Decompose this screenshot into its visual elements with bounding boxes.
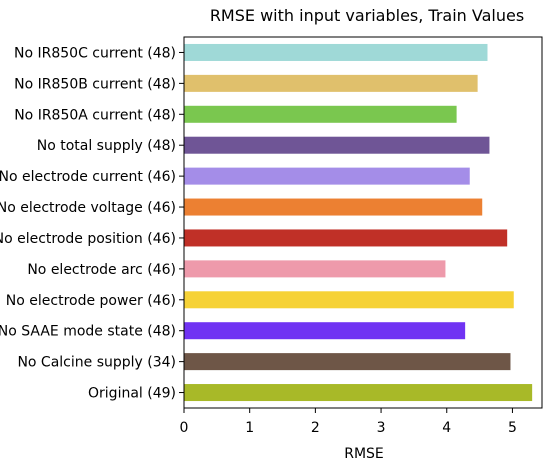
x-tick-label: 0 — [180, 420, 189, 436]
category-label: No total supply (48) — [37, 138, 176, 154]
plot-frame — [183, 36, 543, 409]
category-label: Original (49) — [88, 386, 176, 402]
category-label: No electrode voltage (46) — [0, 200, 176, 216]
category-label: No electrode arc (46) — [27, 262, 176, 278]
x-tick-label: 1 — [245, 420, 254, 436]
bar — [184, 167, 470, 185]
bar — [184, 384, 533, 402]
x-tick-label: 4 — [442, 420, 451, 436]
bar — [184, 74, 478, 92]
plot-area: No IR850C current (48) No IR850B current … — [0, 43, 533, 436]
category-label: No electrode current (46) — [0, 169, 176, 185]
category-label: No SAAE mode state (48) — [0, 324, 176, 340]
bar — [184, 291, 514, 309]
bar — [184, 136, 490, 154]
bar — [184, 43, 488, 61]
category-label: No Calcine supply (34) — [17, 355, 176, 371]
category-label: No IR850B current (48) — [14, 76, 176, 92]
bar — [184, 105, 457, 123]
bar — [184, 229, 508, 247]
category-label: No electrode position (46) — [0, 231, 176, 247]
x-tick-label: 3 — [377, 420, 386, 436]
bar — [184, 353, 511, 371]
bar — [184, 198, 483, 216]
category-label: No IR850C current (48) — [14, 45, 176, 61]
x-tick-label: 5 — [508, 420, 517, 436]
category-label: No IR850A current (48) — [14, 107, 176, 123]
chart-title: RMSE with input variables, Train Values — [210, 6, 524, 25]
category-label: No electrode power (46) — [6, 293, 176, 309]
x-axis-label: RMSE — [344, 446, 384, 462]
bar — [184, 322, 466, 340]
x-tick-label: 2 — [311, 420, 320, 436]
bar — [184, 260, 446, 278]
